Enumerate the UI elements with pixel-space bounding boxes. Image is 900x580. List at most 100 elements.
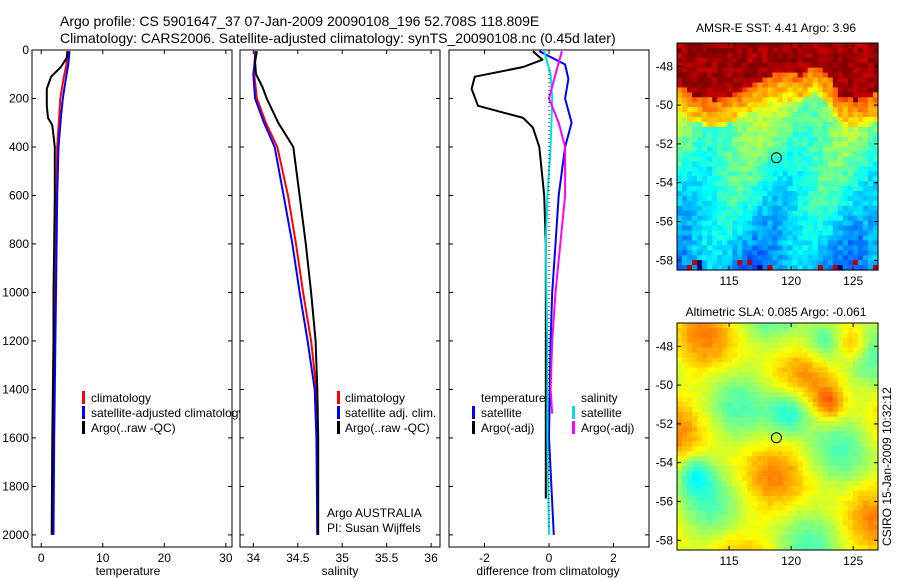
heatmap-cell: [762, 332, 769, 339]
heatmap-cell: [787, 102, 794, 108]
heatmap-cell: [752, 77, 759, 84]
heatmap-cell: [817, 520, 824, 526]
heatmap-cell: [702, 431, 708, 438]
heatmap-cell: [677, 490, 683, 497]
heatmap-cell: [752, 397, 759, 403]
heatmap-cell: [802, 240, 809, 246]
heatmap-cell: [742, 92, 748, 98]
heatmap-cell: [767, 136, 774, 143]
x-tick-label: 34: [247, 551, 261, 565]
heatmap-cell: [787, 186, 794, 192]
heatmap-cell: [832, 545, 839, 551]
heatmap-cell: [787, 47, 794, 54]
heatmap-cell: [677, 416, 683, 423]
heatmap-cell: [782, 67, 789, 74]
heatmap-cell: [807, 205, 814, 212]
heatmap-cell: [807, 72, 814, 79]
heatmap-cell: [872, 323, 879, 329]
heatmap-cell: [742, 141, 748, 148]
heatmap-cell: [832, 47, 839, 54]
heatmap-cell: [852, 107, 859, 113]
heatmap-cell: [697, 245, 703, 251]
heatmap-cell: [767, 337, 774, 344]
heatmap-cell: [762, 215, 769, 222]
heatmap-cell: [712, 540, 718, 546]
heatmap-cell: [767, 520, 774, 526]
heatmap-cell: [772, 235, 779, 241]
heatmap-cell: [777, 421, 784, 428]
heatmap-cell: [812, 265, 819, 271]
heatmap-cell: [697, 225, 703, 232]
heatmap-cell: [682, 387, 688, 393]
heatmap-cell: [842, 126, 849, 133]
heatmap-cell: [682, 352, 688, 359]
heatmap-cell: [767, 411, 774, 418]
heatmap-cell: [872, 250, 879, 256]
heatmap-cell: [707, 377, 713, 383]
heatmap-cell: [722, 166, 728, 172]
heatmap-cell: [767, 255, 774, 261]
heatmap-cell: [867, 431, 874, 438]
heatmap-cell: [832, 367, 839, 373]
heatmap-cell: [847, 475, 854, 482]
heatmap-cell: [827, 535, 834, 541]
heatmap-cell: [817, 240, 824, 246]
heatmap-cell: [712, 141, 718, 148]
heatmap-cell: [837, 332, 844, 339]
heatmap-cell: [792, 466, 799, 472]
heatmap-cell: [822, 535, 829, 541]
heatmap-cell: [852, 436, 859, 443]
heatmap-cell: [727, 337, 733, 344]
heatmap-cell: [872, 166, 879, 172]
heatmap-cell: [847, 235, 854, 241]
heatmap-cell: [772, 191, 779, 197]
heatmap-cell: [797, 545, 804, 551]
heatmap-cell: [762, 392, 769, 398]
heatmap-cell: [737, 186, 743, 192]
heatmap-cell: [852, 530, 859, 536]
heatmap-cell: [697, 230, 703, 237]
heatmap-cell: [687, 431, 693, 438]
heatmap-cell: [857, 515, 864, 521]
heatmap-cell: [772, 52, 779, 59]
heatmap-cell: [767, 62, 774, 69]
heatmap-cell: [762, 426, 769, 433]
heatmap-cell: [742, 342, 748, 349]
heatmap-cell: [787, 82, 794, 89]
heatmap-cell: [747, 456, 753, 462]
heatmap-cell: [817, 176, 824, 182]
heatmap-cell: [737, 362, 743, 369]
heatmap-cell: [837, 87, 844, 93]
heatmap-cell: [817, 510, 824, 517]
heatmap-cell: [752, 92, 759, 98]
heatmap-cell: [757, 112, 764, 118]
heatmap-cell: [742, 461, 748, 467]
heatmap-cell: [742, 43, 748, 49]
heatmap-cell: [752, 466, 759, 472]
heatmap-cell: [697, 451, 703, 457]
heatmap-cell: [702, 235, 708, 241]
heatmap-cell: [732, 323, 738, 329]
heatmap-cell: [737, 352, 743, 359]
heatmap-cell: [792, 530, 799, 536]
heatmap-cell: [692, 72, 698, 79]
heatmap-cell: [747, 62, 753, 69]
heatmap-cell: [837, 181, 844, 187]
heatmap-cell: [732, 151, 738, 158]
series-line-temperature-satellite: [538, 50, 573, 535]
heatmap-cell: [737, 225, 743, 232]
heatmap-cell: [807, 352, 814, 359]
heatmap-cell: [777, 230, 784, 237]
heatmap-cell: [807, 500, 814, 507]
heatmap-cell: [872, 530, 879, 536]
heatmap-cell: [722, 392, 728, 398]
heatmap-cell: [802, 52, 809, 59]
heatmap-cell: [697, 323, 703, 329]
heatmap-cell: [687, 490, 693, 497]
heatmap-cell: [842, 387, 849, 393]
heatmap-cell: [702, 461, 708, 467]
heatmap-cell: [727, 235, 733, 241]
heatmap-cell: [707, 181, 713, 187]
heatmap-cell: [817, 151, 824, 158]
heatmap-cell: [797, 456, 804, 462]
